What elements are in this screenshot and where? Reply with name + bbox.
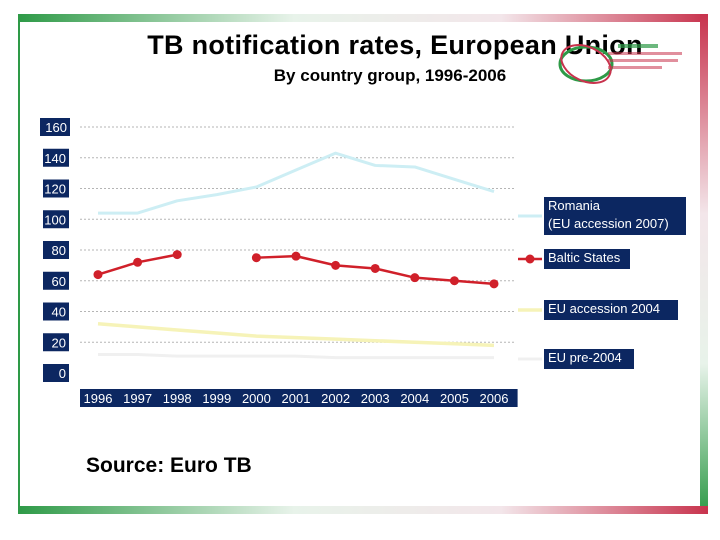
frame-left-border: [18, 14, 20, 514]
x-tick-label: 2003: [361, 391, 390, 406]
frame-top-border: [18, 14, 708, 22]
legend-band: [544, 349, 634, 369]
x-tick-label: 1996: [84, 391, 113, 406]
y-tick-band: [43, 241, 69, 259]
x-tick-label: 2005: [440, 391, 469, 406]
page-subtitle: By country group, 1996-2006: [273, 66, 507, 85]
legend-label: Baltic States: [548, 250, 621, 265]
health-agency-logo-icon: [558, 44, 682, 84]
y-tick-label: 140: [44, 151, 66, 166]
legend-label: EU accession 2004: [548, 301, 660, 316]
x-tick-label: 2004: [400, 391, 429, 406]
data-point: [331, 260, 341, 270]
data-point: [489, 279, 499, 289]
page-title: TB notification rates, European Union: [147, 30, 643, 60]
x-tick-label: 1998: [163, 391, 192, 406]
legend-band: [544, 197, 686, 235]
series-line: [98, 353, 494, 360]
y-tick-band: [43, 271, 69, 290]
y-tick-label: 100: [44, 212, 66, 227]
y-tick-label: 20: [52, 335, 66, 350]
source-note: Source: Euro TB: [86, 454, 252, 477]
series-line: [98, 151, 495, 215]
y-tick-band: [43, 179, 69, 198]
x-tick-label: 2006: [480, 391, 509, 406]
x-tick-label: 2002: [321, 391, 350, 406]
y-tick-label: 40: [52, 305, 66, 320]
data-point: [370, 263, 380, 273]
y-tick-band: [40, 118, 70, 136]
y-tick-label: 160: [45, 120, 67, 135]
x-tick-label: 1997: [123, 391, 152, 406]
y-tick-label: 0: [59, 366, 66, 381]
legend-band: [544, 300, 678, 320]
legend-label: EU pre-2004: [548, 350, 622, 365]
x-tick-label: 2000: [242, 391, 271, 406]
data-point: [133, 257, 143, 267]
data-point: [410, 273, 420, 283]
legend-label: (EU accession 2007): [548, 216, 669, 231]
y-tick-band: [43, 210, 69, 229]
legend-marker: [525, 254, 535, 264]
frame-right-border: [700, 14, 708, 514]
data-point: [291, 251, 301, 261]
frame-bottom-border: [18, 506, 708, 514]
series-line: [97, 322, 495, 348]
legend-label: Romania: [548, 198, 601, 213]
x-axis-band: [80, 389, 518, 407]
y-tick-label: 80: [52, 243, 66, 258]
y-tick-band: [43, 302, 69, 321]
data-point: [251, 253, 261, 263]
x-tick-label: 2001: [282, 391, 311, 406]
y-tick-band: [43, 333, 69, 352]
y-tick-band: [43, 364, 69, 382]
data-point: [449, 276, 459, 286]
legend-band: [544, 249, 630, 269]
y-tick-label: 120: [44, 182, 66, 197]
y-tick-band: [43, 148, 69, 167]
data-point: [93, 270, 103, 280]
data-point: [172, 250, 182, 260]
x-tick-label: 1999: [202, 391, 231, 406]
y-tick-label: 60: [52, 274, 66, 289]
